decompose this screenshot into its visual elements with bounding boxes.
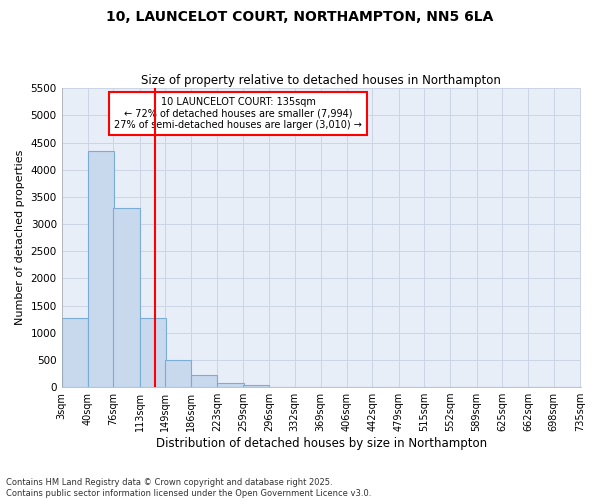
Title: Size of property relative to detached houses in Northampton: Size of property relative to detached ho… — [141, 74, 501, 87]
Text: Contains HM Land Registry data © Crown copyright and database right 2025.
Contai: Contains HM Land Registry data © Crown c… — [6, 478, 371, 498]
X-axis label: Distribution of detached houses by size in Northampton: Distribution of detached houses by size … — [155, 437, 487, 450]
Bar — [113, 208, 140, 387]
Text: 10, LAUNCELOT COURT, NORTHAMPTON, NN5 6LA: 10, LAUNCELOT COURT, NORTHAMPTON, NN5 6L… — [106, 10, 494, 24]
Bar — [217, 382, 244, 387]
Y-axis label: Number of detached properties: Number of detached properties — [15, 150, 25, 326]
Bar — [140, 318, 166, 387]
Bar — [269, 386, 295, 387]
Bar — [243, 386, 269, 387]
Bar — [88, 150, 114, 387]
Text: 10 LAUNCELOT COURT: 135sqm
← 72% of detached houses are smaller (7,994)
27% of s: 10 LAUNCELOT COURT: 135sqm ← 72% of deta… — [114, 97, 362, 130]
Bar — [165, 360, 191, 387]
Bar — [191, 374, 217, 387]
Bar — [62, 318, 88, 387]
